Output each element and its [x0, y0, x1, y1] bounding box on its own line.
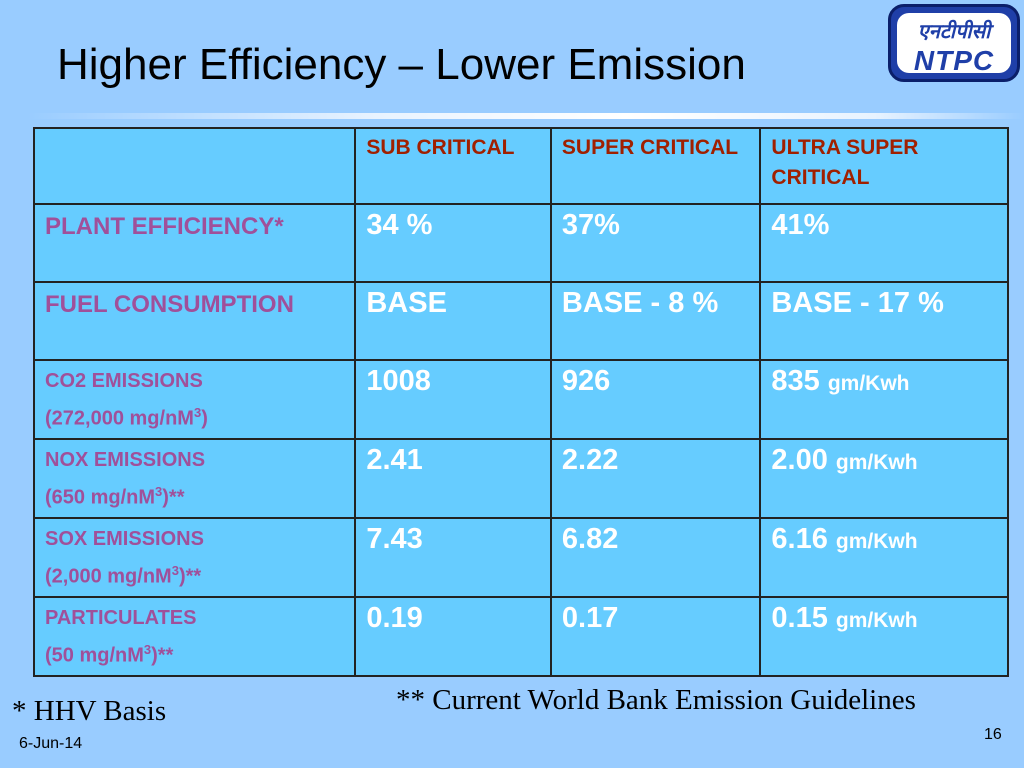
value-text: BASE	[366, 287, 447, 319]
row-sublabel: (2,000 mg/nM3)**	[45, 555, 344, 593]
footnote-world-bank: ** Current World Bank Emission Guideline…	[396, 684, 916, 716]
header-ultra-super-critical: ULTRA SUPER CRITICAL	[759, 127, 1009, 205]
value-text: 37%	[561, 209, 620, 241]
sublabel-sup: 3	[171, 563, 179, 578]
header-row: SUB CRITICAL SUPER CRITICAL ULTRA SUPER …	[32, 127, 1009, 205]
sublabel-prefix: (50 mg/nM	[45, 644, 144, 667]
value-cell: 0.19	[354, 596, 552, 677]
sublabel-sup: 3	[193, 405, 202, 420]
slide-title: Higher Efficiency – Lower Emission	[57, 40, 746, 89]
header-cell-empty	[32, 127, 357, 205]
row-label-cell: PARTICULATES (50 mg/nM3)**	[32, 596, 357, 677]
logo-hindi-text: एनटीपीसी	[917, 19, 991, 43]
value-cell: 6.16 gm/Kwh	[759, 517, 1009, 598]
value-text: 6.16	[771, 523, 828, 555]
value-cell: 2.00 gm/Kwh	[759, 438, 1009, 519]
sublabel-prefix: (272,000 mg/nM	[45, 407, 194, 430]
value-text: 2.41	[366, 444, 423, 476]
logo-inner: एनटीपीसी NTPC	[897, 13, 1011, 76]
value-text: 7.43	[366, 523, 423, 555]
sublabel-prefix: (2,000 mg/nM	[45, 565, 172, 588]
emissions-table: SUB CRITICAL SUPER CRITICAL ULTRA SUPER …	[32, 127, 1009, 677]
value-text: 2.00	[771, 444, 828, 476]
row-label: FUEL CONSUMPTION	[45, 291, 294, 318]
value-text: BASE - 8 %	[561, 287, 719, 319]
value-cell: 2.41	[354, 438, 552, 519]
value-cell: BASE	[354, 281, 552, 361]
row-label: CO2 EMISSIONS	[45, 370, 203, 392]
value-text: 926	[561, 365, 611, 397]
value-cell: 6.82	[549, 517, 762, 598]
value-cell: BASE - 17 %	[759, 281, 1009, 361]
value-cell: 1008	[354, 359, 552, 440]
value-cell: 0.17	[549, 596, 762, 677]
value-text: 6.82	[561, 523, 619, 555]
value-text: 2.22	[561, 444, 619, 476]
row-sublabel: (272,000 mg/nM3)	[45, 397, 344, 435]
table-row: PARTICULATES (50 mg/nM3)** 0.19 0.17 0.1…	[32, 596, 1009, 677]
row-label-cell: FUEL CONSUMPTION	[32, 281, 357, 361]
value-cell: 2.22	[549, 438, 762, 519]
value-text: 0.17	[561, 602, 619, 634]
ntpc-logo: एनटीपीसी NTPC	[888, 4, 1020, 82]
value-cell: 41%	[759, 203, 1009, 283]
row-label-cell: PLANT EFFICIENCY*	[32, 203, 357, 283]
value-cell: 37%	[549, 203, 762, 283]
unit-label: gm/Kwh	[827, 372, 910, 395]
value-cell: BASE - 8 %	[549, 281, 762, 361]
value-text: 835	[771, 365, 820, 397]
value-text: 0.15	[771, 602, 828, 634]
sublabel-prefix: (650 mg/nM	[45, 486, 156, 509]
row-label: PARTICULATES	[45, 607, 197, 629]
page-number: 16	[984, 726, 1002, 743]
sublabel-sup: 3	[143, 642, 152, 657]
sublabel-suffix: )	[201, 407, 208, 430]
unit-label: gm/Kwh	[835, 609, 918, 632]
unit-label: gm/Kwh	[835, 530, 918, 553]
footnote-hhv: * HHV Basis	[12, 695, 167, 727]
header-super-critical: SUPER CRITICAL	[549, 127, 762, 205]
slide-date: 6-Jun-14	[19, 735, 83, 752]
value-cell: 0.15 gm/Kwh	[759, 596, 1009, 677]
value-cell: 34 %	[354, 203, 552, 283]
table-row: PLANT EFFICIENCY* 34 % 37% 41%	[32, 203, 1009, 283]
row-sublabel: (650 mg/nM3)**	[45, 476, 344, 514]
row-label: SOX EMISSIONS	[45, 528, 204, 550]
value-text: 1008	[366, 365, 431, 397]
table-row: FUEL CONSUMPTION BASE BASE - 8 % BASE - …	[32, 281, 1009, 361]
row-label: NOX EMISSIONS	[45, 449, 206, 471]
table-row: NOX EMISSIONS (650 mg/nM3)** 2.41 2.22 2…	[32, 438, 1009, 519]
sublabel-suffix: )**	[178, 565, 202, 588]
unit-label: gm/Kwh	[835, 451, 918, 474]
value-cell: 835 gm/Kwh	[759, 359, 1009, 440]
row-sublabel: (50 mg/nM3)**	[45, 634, 344, 672]
table-row: SOX EMISSIONS (2,000 mg/nM3)** 7.43 6.82…	[32, 517, 1009, 598]
logo-ntpc-text: NTPC	[913, 45, 995, 76]
value-cell: 7.43	[354, 517, 552, 598]
row-label-cell: SOX EMISSIONS (2,000 mg/nM3)**	[32, 517, 357, 598]
value-cell: 926	[549, 359, 762, 440]
row-label-cell: CO2 EMISSIONS (272,000 mg/nM3)	[32, 359, 357, 440]
row-label: PLANT EFFICIENCY*	[45, 213, 284, 240]
row-label-cell: NOX EMISSIONS (650 mg/nM3)**	[32, 438, 357, 519]
value-text: 41%	[771, 209, 830, 241]
title-underline	[28, 113, 1024, 119]
sublabel-suffix: )**	[162, 486, 185, 509]
value-text: BASE - 17 %	[771, 287, 944, 319]
value-text: 0.19	[366, 602, 423, 634]
sublabel-sup: 3	[155, 484, 163, 499]
table-row: CO2 EMISSIONS (272,000 mg/nM3) 1008 926 …	[32, 359, 1009, 440]
header-sub-critical: SUB CRITICAL	[354, 127, 552, 205]
sublabel-suffix: )**	[151, 644, 174, 667]
value-text: 34 %	[366, 209, 433, 241]
